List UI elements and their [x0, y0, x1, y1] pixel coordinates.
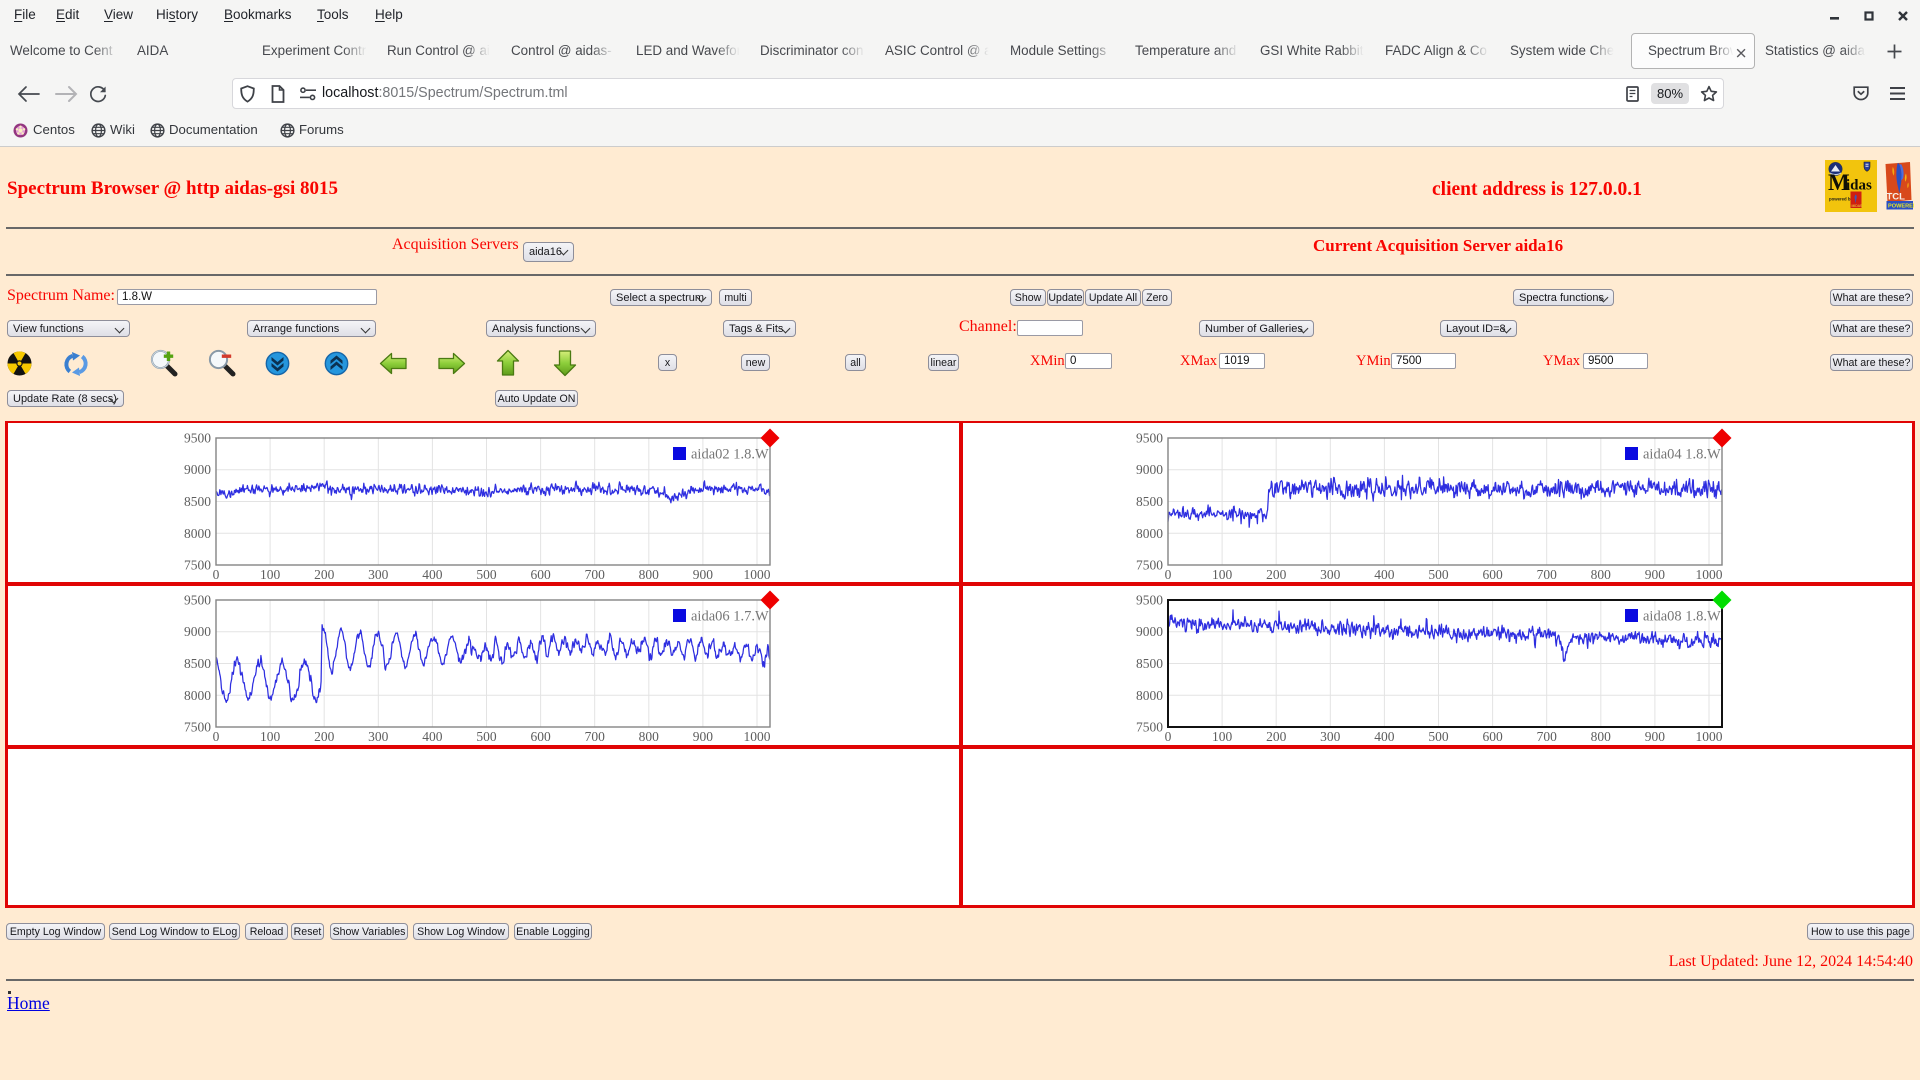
svg-text:1000: 1000: [744, 729, 771, 744]
svg-text:400: 400: [1374, 567, 1395, 582]
svg-text:100: 100: [1212, 567, 1233, 582]
svg-text:300: 300: [1320, 567, 1341, 582]
svg-text:800: 800: [639, 567, 660, 582]
svg-text:500: 500: [476, 567, 497, 582]
svg-text:idas: idas: [1846, 178, 1872, 194]
svg-text:800: 800: [1591, 567, 1612, 582]
svg-text:400: 400: [422, 729, 443, 744]
svg-text:500: 500: [1428, 567, 1449, 582]
svg-text:600: 600: [1482, 729, 1503, 744]
svg-text:700: 700: [1537, 567, 1558, 582]
svg-text:7500: 7500: [184, 558, 211, 573]
svg-text:600: 600: [530, 567, 551, 582]
svg-text:8500: 8500: [1136, 494, 1163, 509]
svg-text:8000: 8000: [1136, 688, 1163, 703]
svg-text:9000: 9000: [184, 462, 211, 477]
svg-text:8000: 8000: [184, 526, 211, 541]
svg-text:300: 300: [368, 567, 389, 582]
svg-text:700: 700: [585, 567, 606, 582]
svg-text:9500: 9500: [184, 593, 211, 608]
svg-text:600: 600: [1482, 567, 1503, 582]
svg-text:0: 0: [1165, 567, 1172, 582]
svg-text:TCL: TCL: [1887, 192, 1906, 203]
svg-text:aida04 1.8.W: aida04 1.8.W: [1643, 447, 1721, 463]
svg-text:500: 500: [476, 729, 497, 744]
svg-text:9000: 9000: [1136, 462, 1163, 477]
svg-text:900: 900: [1645, 729, 1666, 744]
svg-text:900: 900: [693, 567, 714, 582]
svg-text:200: 200: [314, 567, 335, 582]
svg-text:900: 900: [693, 729, 714, 744]
svg-text:9500: 9500: [1136, 431, 1163, 446]
svg-text:aida02 1.8.W: aida02 1.8.W: [691, 447, 769, 463]
svg-text:900: 900: [1645, 567, 1666, 582]
svg-text:400: 400: [422, 567, 443, 582]
svg-text:100: 100: [260, 567, 281, 582]
svg-text:1000: 1000: [1696, 729, 1723, 744]
svg-text:300: 300: [1320, 729, 1341, 744]
svg-text:8000: 8000: [1136, 526, 1163, 541]
svg-text:8500: 8500: [1136, 656, 1163, 671]
svg-text:100: 100: [1212, 729, 1233, 744]
svg-text:200: 200: [314, 729, 335, 744]
svg-text:100: 100: [260, 729, 281, 744]
svg-text:9000: 9000: [1136, 624, 1163, 639]
svg-text:400: 400: [1374, 729, 1395, 744]
svg-text:1000: 1000: [744, 567, 771, 582]
svg-text:200: 200: [1266, 729, 1287, 744]
svg-text:powered by: powered by: [1829, 197, 1853, 202]
svg-text:0: 0: [213, 567, 220, 582]
svg-text:200: 200: [1266, 567, 1287, 582]
svg-text:600: 600: [530, 729, 551, 744]
svg-text:8500: 8500: [184, 656, 211, 671]
svg-text:800: 800: [1591, 729, 1612, 744]
svg-text:1000: 1000: [1696, 567, 1723, 582]
svg-text:7500: 7500: [184, 720, 211, 735]
svg-text:8000: 8000: [184, 688, 211, 703]
svg-text:800: 800: [639, 729, 660, 744]
svg-text:9000: 9000: [184, 624, 211, 639]
svg-text:500: 500: [1428, 729, 1449, 744]
svg-text:0: 0: [213, 729, 220, 744]
svg-text:7500: 7500: [1136, 558, 1163, 573]
svg-text:aida08 1.8.W: aida08 1.8.W: [1643, 609, 1721, 625]
svg-text:M: M: [1828, 170, 1850, 195]
svg-text:9500: 9500: [184, 431, 211, 446]
svg-text:POWERED: POWERED: [1888, 204, 1914, 210]
svg-text:8500: 8500: [184, 494, 211, 509]
svg-text:300: 300: [368, 729, 389, 744]
svg-text:aida06 1.7.W: aida06 1.7.W: [691, 609, 769, 625]
svg-text:7500: 7500: [1136, 720, 1163, 735]
svg-text:700: 700: [1537, 729, 1558, 744]
svg-text:700: 700: [585, 729, 606, 744]
svg-text:9500: 9500: [1136, 593, 1163, 608]
svg-text:0: 0: [1165, 729, 1172, 744]
svg-text:MIDAS: MIDAS: [1852, 204, 1863, 208]
